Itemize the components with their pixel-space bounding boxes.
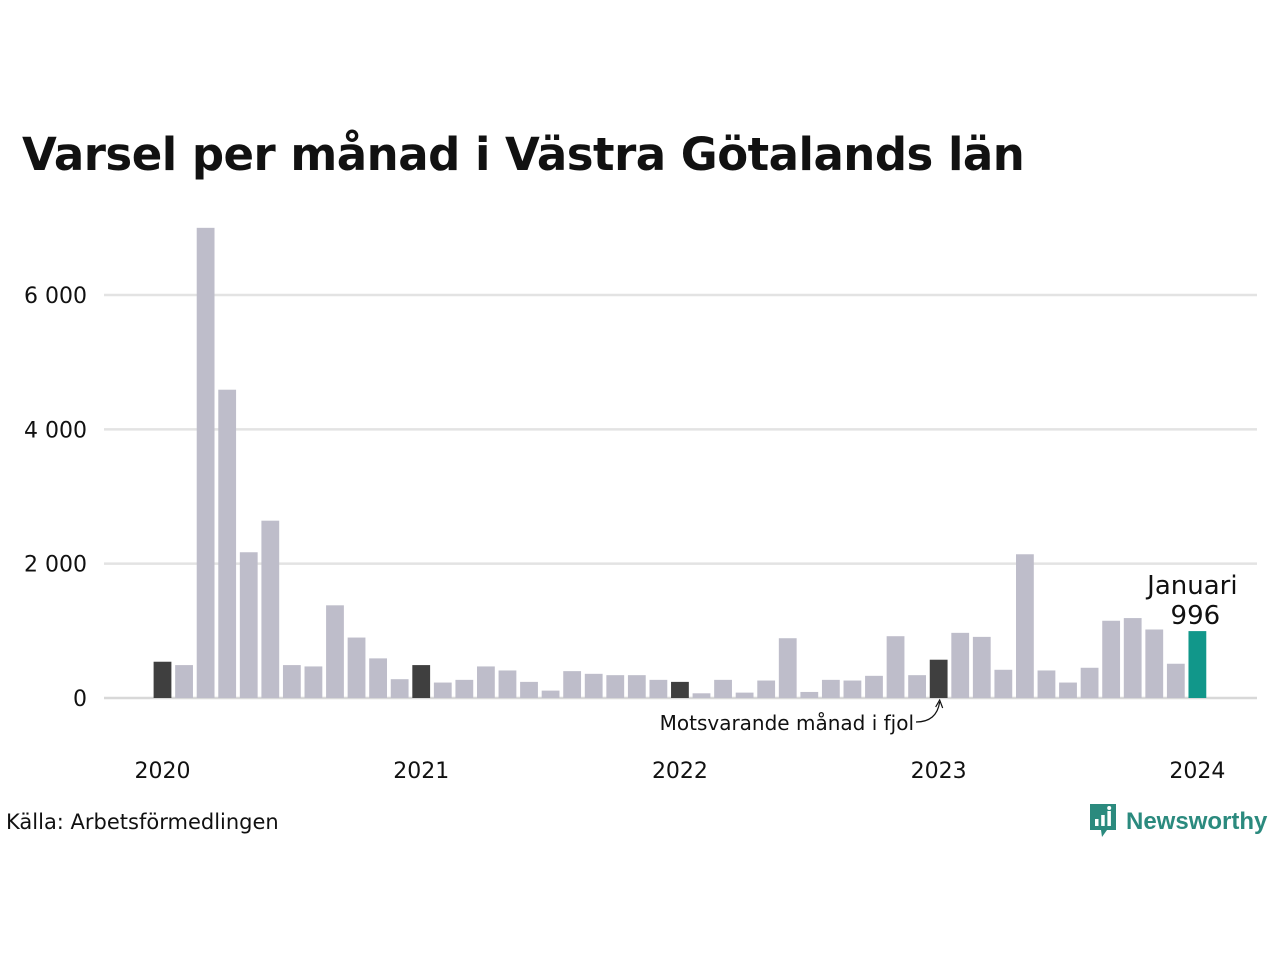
bar: [390, 679, 409, 698]
current-value-label: 996: [1171, 601, 1221, 631]
brand-logo[interactable]: Newsworthy: [1088, 802, 1267, 842]
bar: [369, 658, 387, 698]
y-tick-label: 4 000: [24, 418, 87, 443]
y-axis-tick-labels: 0 2 000 4 000 6 000: [24, 284, 87, 712]
bar: [175, 665, 193, 698]
bar: [929, 659, 948, 698]
x-tick-label: 2024: [1169, 759, 1225, 784]
bar: [1080, 667, 1099, 698]
bar: [972, 636, 991, 698]
bar: [757, 680, 776, 698]
bar: [951, 632, 970, 698]
bar: [1016, 554, 1034, 698]
bar: [1037, 670, 1056, 698]
bar: [347, 637, 366, 698]
bar: [1102, 620, 1121, 698]
bar: [153, 661, 172, 698]
y-tick-label: 2 000: [24, 553, 87, 578]
bar: [1188, 631, 1207, 698]
y-tick-label: 0: [73, 687, 87, 712]
bar: [994, 669, 1013, 698]
bar: [800, 691, 819, 698]
bar: [886, 636, 905, 698]
bar: [498, 670, 517, 698]
bar: [239, 552, 258, 698]
bar: [1123, 618, 1142, 698]
bar: [692, 693, 711, 698]
annotation-arrow-head: [935, 698, 944, 709]
bar: [821, 679, 840, 698]
bar: [196, 227, 215, 699]
bar: [778, 638, 797, 698]
bar: [843, 680, 862, 698]
bar: [455, 679, 474, 698]
bar: [326, 605, 344, 698]
bar: [218, 389, 237, 698]
x-tick-label: 2023: [911, 759, 967, 784]
y-tick-label: 6 000: [24, 284, 87, 309]
bar: [520, 681, 538, 698]
x-axis-tick-labels: 2020 2021 2022 2023 2024: [135, 759, 1226, 784]
bar: [1145, 629, 1164, 698]
bar: [865, 675, 883, 698]
x-tick-label: 2020: [135, 759, 191, 784]
bar: [541, 690, 560, 698]
bar: [714, 679, 732, 698]
bar: [584, 673, 603, 698]
brand-name: Newsworthy: [1126, 808, 1268, 835]
chart-title: Varsel per månad i Västra Götalands län: [22, 128, 1025, 181]
x-tick-label: 2021: [393, 759, 449, 784]
bar: [282, 665, 301, 698]
bar: [433, 682, 452, 698]
bar: [304, 666, 323, 698]
bar: [606, 675, 625, 698]
x-tick-label: 2022: [652, 759, 708, 784]
bar: [1059, 682, 1077, 698]
bar: [735, 692, 754, 698]
previous-year-label: Motsvarande månad i fjol: [660, 711, 914, 735]
bar: [627, 675, 646, 698]
bar: [908, 675, 926, 698]
bar: [671, 681, 689, 698]
bar: [261, 520, 280, 698]
bar: [649, 679, 668, 698]
current-month-label: Januari: [1145, 571, 1237, 601]
source-note: Källa: Arbetsförmedlingen: [6, 810, 279, 834]
annotation-arrow-line: [915, 701, 941, 723]
bar: [412, 665, 431, 698]
bar: [477, 666, 495, 698]
bar: [563, 671, 582, 698]
bars: [153, 227, 1207, 699]
newsworthy-logo-icon: [1088, 802, 1118, 842]
bar: [1166, 663, 1185, 698]
